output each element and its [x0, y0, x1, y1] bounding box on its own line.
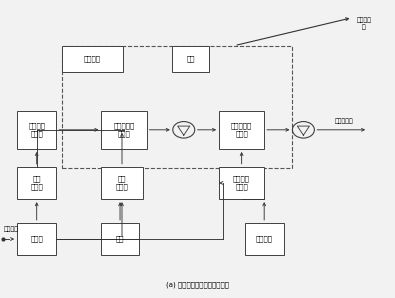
Text: 脈沖
調制器: 脈沖 調制器 [30, 176, 43, 190]
FancyBboxPatch shape [219, 111, 264, 149]
Text: 脈沖
調制器: 脈沖 調制器 [116, 176, 128, 190]
Text: (a) 高功率脈沖電真空管發射機: (a) 高功率脈沖電真空管發射機 [166, 281, 229, 288]
Text: 天饋線系統: 天饋線系統 [335, 118, 354, 124]
Text: 主振穩定
信號源: 主振穩定 信號源 [28, 122, 45, 137]
Text: 觸發脈沖: 觸發脈沖 [3, 226, 18, 232]
FancyBboxPatch shape [17, 111, 56, 149]
Text: 記憶脈沖
調制器: 記憶脈沖 調制器 [233, 176, 250, 190]
FancyBboxPatch shape [219, 167, 264, 199]
Text: 冷卻: 冷卻 [186, 56, 195, 62]
Text: 前級中功率
放大器: 前級中功率 放大器 [113, 122, 135, 137]
FancyBboxPatch shape [102, 111, 147, 149]
FancyBboxPatch shape [245, 223, 284, 255]
Text: 定時器: 定時器 [30, 236, 43, 242]
Text: 電源: 電源 [116, 236, 124, 242]
FancyBboxPatch shape [102, 223, 139, 255]
FancyBboxPatch shape [172, 46, 209, 72]
FancyBboxPatch shape [17, 167, 56, 199]
Text: 末級高功率
放大器: 末級高功率 放大器 [231, 122, 252, 137]
Text: 控制保護: 控制保護 [84, 56, 101, 62]
FancyBboxPatch shape [62, 46, 123, 72]
FancyBboxPatch shape [17, 223, 56, 255]
FancyBboxPatch shape [102, 167, 143, 199]
Text: 高壓電源: 高壓電源 [256, 236, 273, 242]
Text: 多級放大
鏈: 多級放大 鏈 [356, 18, 371, 30]
